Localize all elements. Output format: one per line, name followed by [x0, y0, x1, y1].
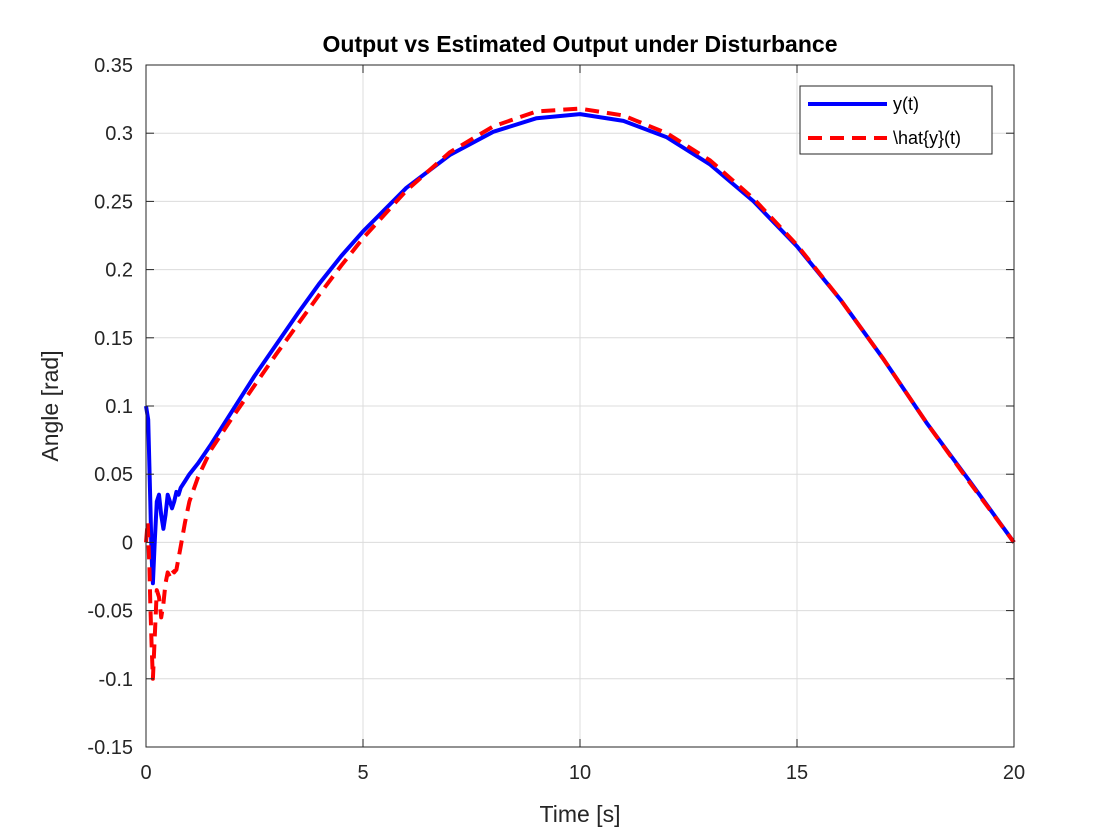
y-tick-label: 0.35	[94, 55, 133, 77]
legend: y(t) \hat{y}(t)	[799, 85, 993, 155]
series-layer	[144, 106, 1016, 681]
x-axis-label: Time [s]	[540, 801, 621, 827]
y-tick-label: 0.1	[105, 396, 133, 418]
y-tick-label: -0.15	[87, 737, 133, 759]
y-tick-label: 0.2	[105, 260, 133, 282]
x-tick-label: 15	[786, 762, 808, 784]
y-tick-label: 0	[122, 532, 133, 554]
y-tick-label: 0.05	[94, 464, 133, 486]
x-tick-label: 5	[357, 762, 368, 784]
x-tick-labels: 0 5 10 15 20	[140, 762, 1025, 784]
legend-label-y: y(t)	[893, 94, 919, 114]
y-tick-labels: -0.15 -0.1 -0.05 0 0.05 0.1 0.15 0.2 0.25 0.3 0.35	[87, 55, 133, 759]
x-tick-label: 20	[1003, 762, 1025, 784]
legend-label-yhat: \hat{y}(t)	[893, 128, 961, 148]
legend-box	[799, 85, 993, 155]
y-tick-label: 0.3	[105, 123, 133, 145]
y-tick-label: -0.1	[99, 669, 133, 691]
y-tick-label: -0.05	[87, 601, 133, 623]
chart-title: Output vs Estimated Output under Disturb…	[323, 31, 838, 57]
axis-ticks	[145, 64, 1015, 748]
x-tick-label: 10	[569, 762, 591, 784]
x-tick-label: 0	[140, 762, 151, 784]
y-tick-label: 0.15	[94, 328, 133, 350]
y-tick-label: 0.25	[94, 191, 133, 213]
series-yhat-line	[144, 106, 1016, 681]
y-axis-label: Angle [rad]	[37, 350, 63, 461]
series-y-line	[144, 112, 1016, 586]
